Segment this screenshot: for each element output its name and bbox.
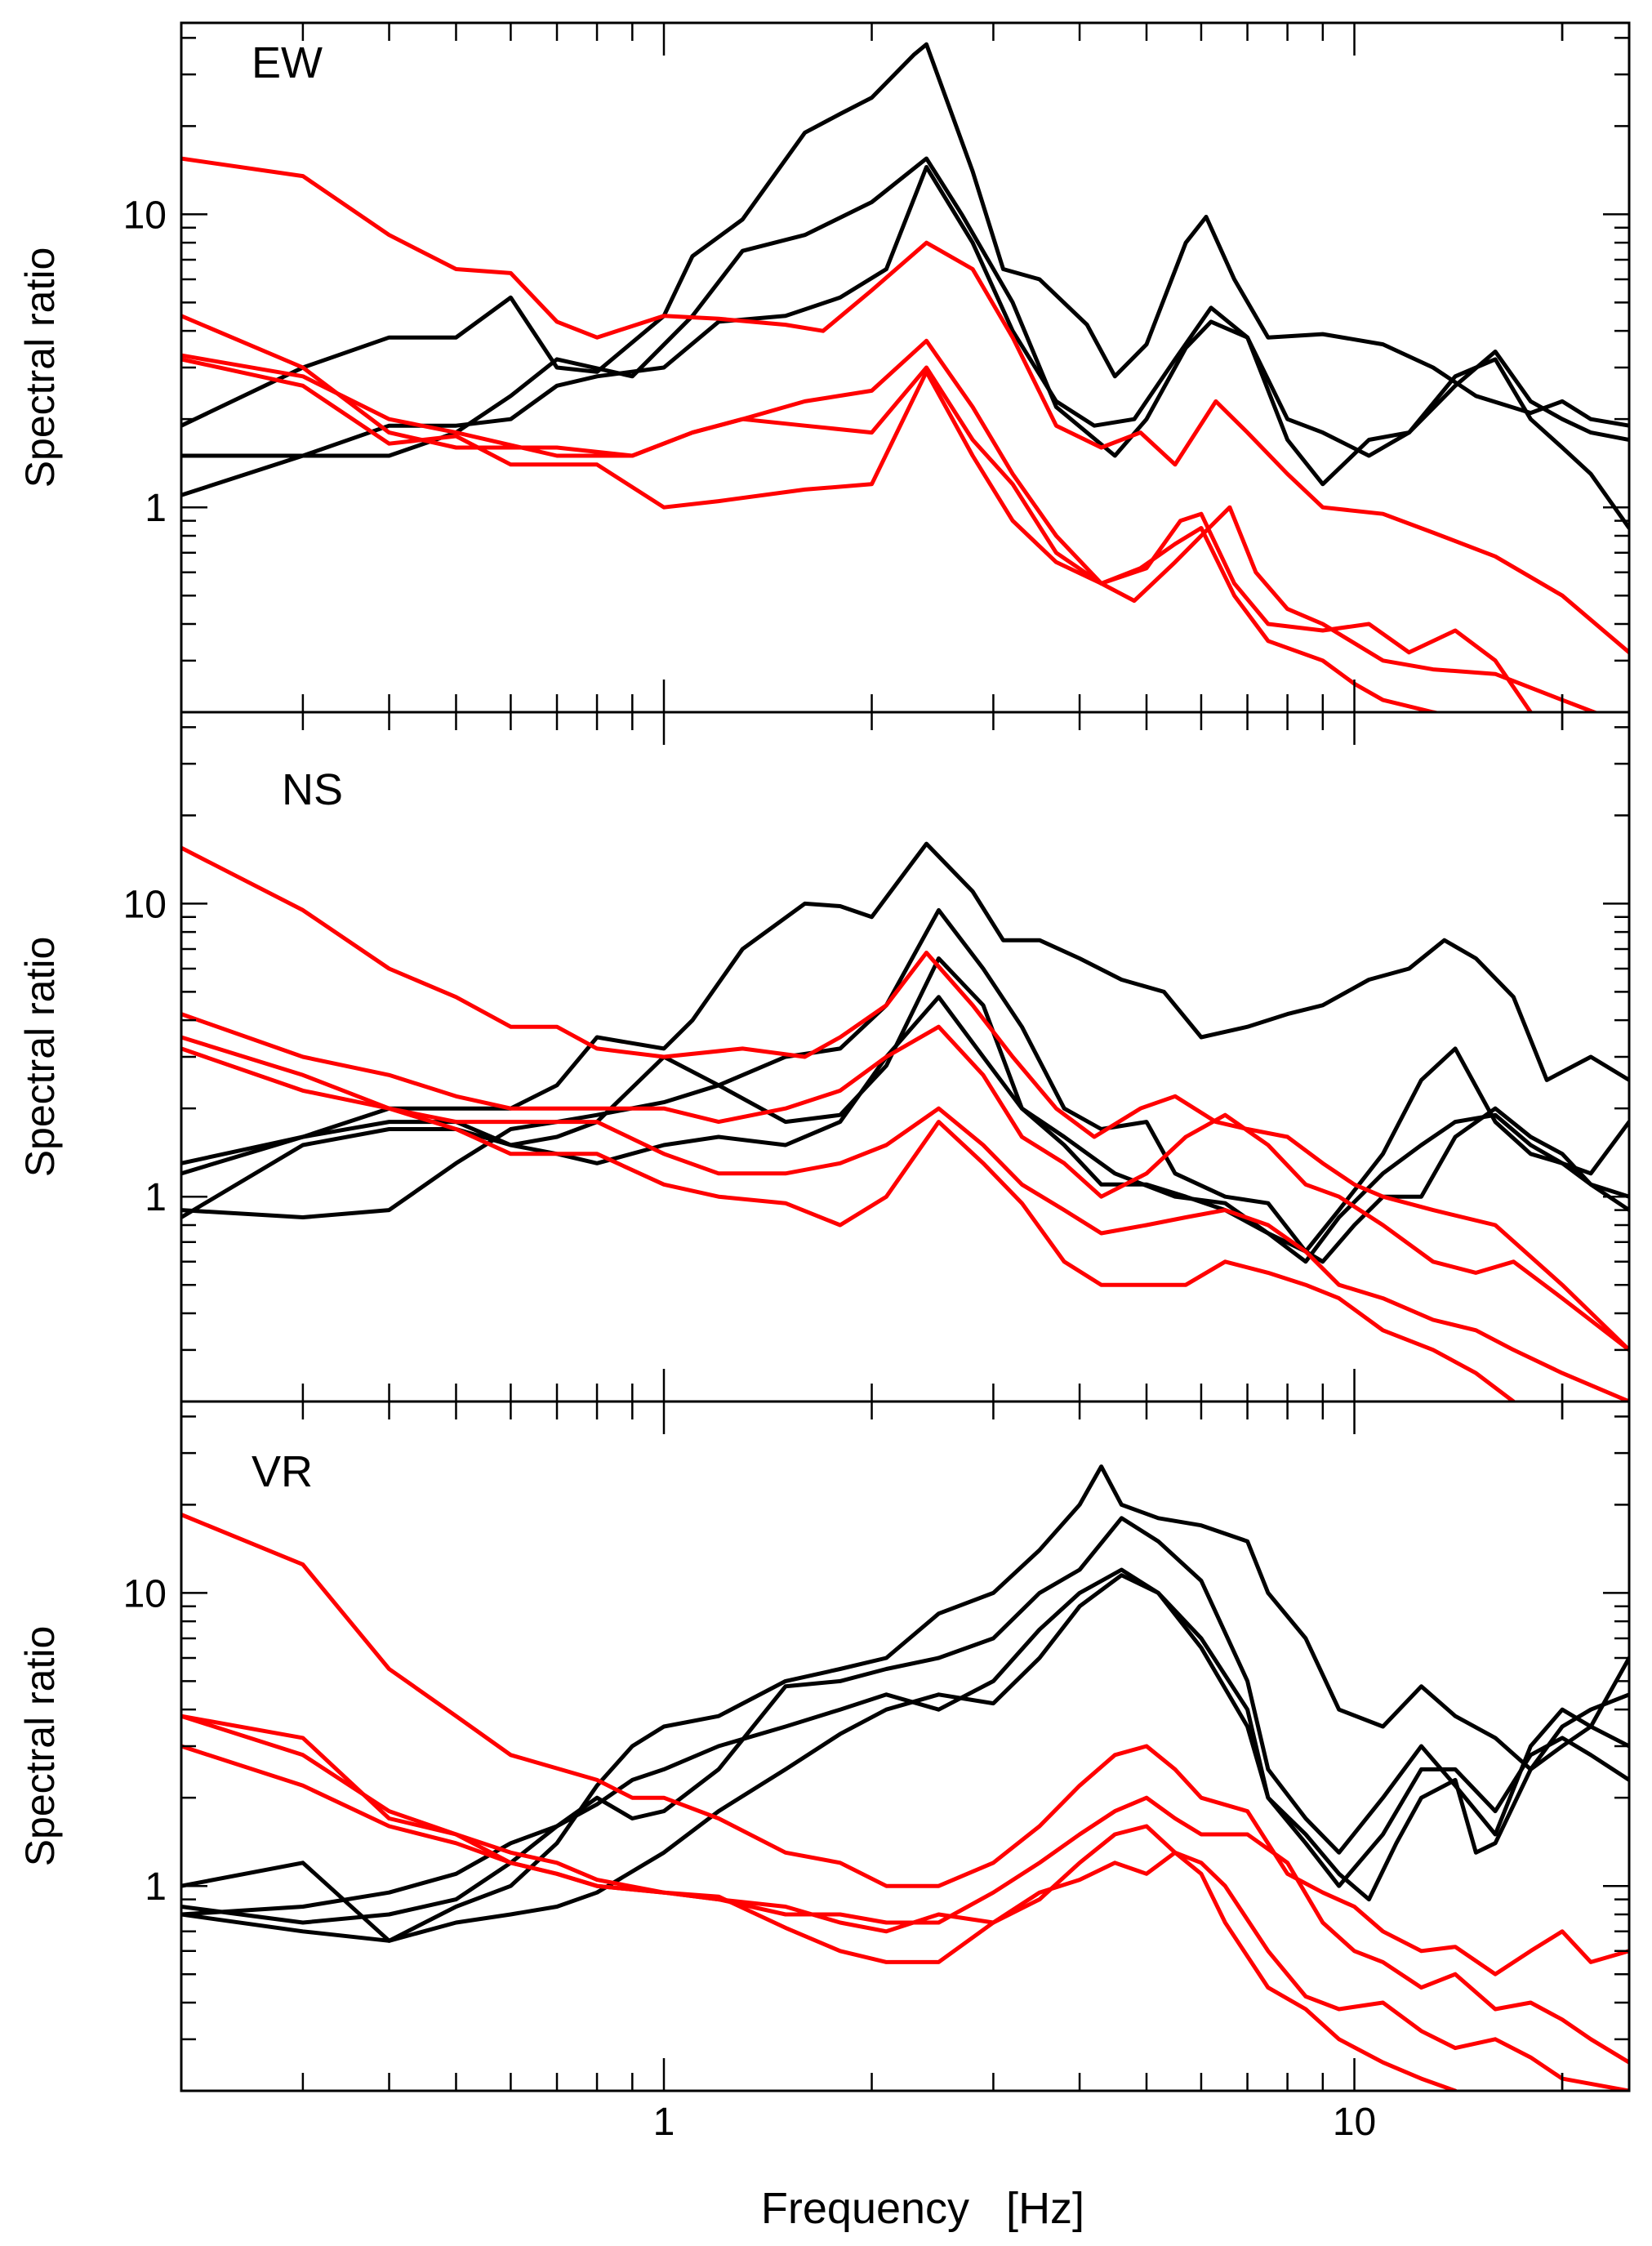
panel-frame [180,21,1631,714]
series-line-black-black-3 [181,956,1629,1254]
y-tick-label: 10 [123,1572,167,1615]
y-axis-label: Spectral ratio [17,1626,63,1867]
series-line-red-red-2 [181,1713,1629,2065]
y-tick-label: 1 [145,1865,167,1909]
panel-frame [180,1400,1631,2092]
series-line-black-black-2 [181,1516,1629,1925]
y-tick-label: 10 [123,883,167,926]
series-line-black-black-2 [181,907,1629,1264]
series-line-red-red-3 [181,353,1601,712]
panel-series-group [181,841,1629,1402]
series-line-red-red-2 [181,1012,1629,1353]
panel-label: NS [282,765,343,814]
series-line-red-red-4 [181,357,1443,712]
panel-frame [180,711,1631,1403]
series-line-red-red-1 [181,1513,1629,1976]
panel-ns: 1 10 Spectral ratio NS [17,711,1631,1403]
series-line-red-red-1 [181,845,1629,1353]
y-axis-label: Spectral ratio [17,937,63,1178]
series-line-black-black-2 [181,156,1629,530]
series-line-red-red-2 [181,314,1533,712]
panel-ew: 1 10 Spectral ratio EW [17,21,1631,714]
panel-vr: 1 10 Spectral ratio VR [17,1400,1631,2092]
series-line-black-black-1 [181,42,1629,428]
series-line-black-black-1 [181,1464,1629,1943]
series-line-red-red-1 [181,156,1629,655]
y-tick-label: 1 [145,1176,167,1219]
panel-label: EW [252,38,323,87]
series-line-red-red-4 [181,1046,1516,1402]
series-line-black-black-4 [181,1573,1629,1943]
panel-label: VR [252,1447,313,1496]
y-tick-label: 10 [123,194,167,237]
series-line-red-red-4 [181,1744,1458,2091]
panel-series-group [181,1464,1629,2091]
series-line-red-red-3 [181,1035,1629,1402]
series-line-black-black-4 [181,995,1629,1264]
series-line-black-black-3 [181,1567,1629,1917]
x-tick-label: 1 [653,2101,675,2144]
y-axis-label: Spectral ratio [17,247,63,488]
series-line-red-red-3 [181,1713,1629,2091]
y-tick-label: 1 [145,487,167,530]
x-tick-label: 10 [1333,2101,1376,2144]
series-line-black-black-1 [181,841,1629,1165]
panel-series-group [181,42,1629,712]
x-axis-label: Frequency [Hz] [761,2184,1084,2233]
series-line-black-black-3 [181,165,1629,497]
